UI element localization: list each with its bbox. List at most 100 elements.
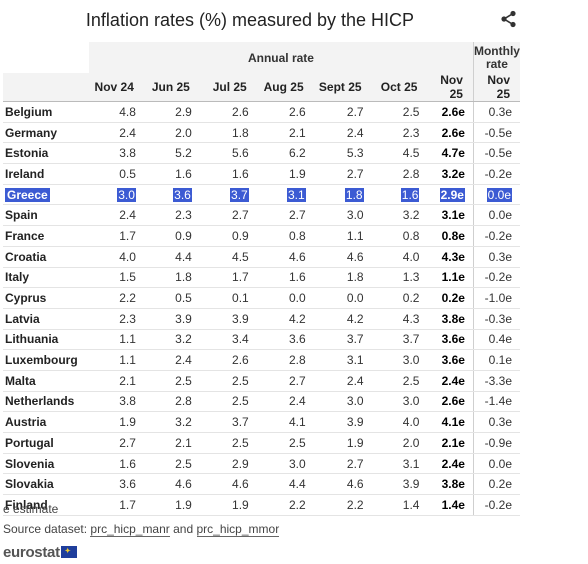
col-header-annual: Nov 24	[88, 73, 144, 102]
annual-rate-cell: 0.2e	[427, 287, 474, 309]
annual-rate-cell: 3.8	[88, 391, 144, 413]
country-name: Croatia	[5, 249, 47, 264]
country-cell: Malta	[3, 370, 89, 392]
cell-value: 2.4	[346, 125, 364, 140]
annual-rate-cell: 3.8e	[427, 308, 474, 330]
cell-value: 2.9	[175, 104, 192, 119]
source-link-mmor[interactable]: prc_hicp_mmor	[196, 522, 280, 537]
cell-value: 0.9	[175, 228, 192, 243]
annual-rate-cell: 2.2	[88, 287, 144, 309]
cell-value: 3.2	[175, 332, 192, 347]
eu-flag-icon	[60, 546, 77, 558]
annual-rate-cell: 3.0	[256, 453, 314, 475]
share-icon[interactable]	[500, 10, 518, 28]
country-cell: Austria	[3, 411, 89, 433]
corner-cell	[3, 42, 89, 73]
cell-value: 3.7	[402, 332, 420, 347]
cell-value: 1.7	[119, 497, 136, 512]
cell-value: 0.2	[402, 291, 420, 306]
annual-rate-cell: 3.1	[371, 453, 428, 475]
annual-rate-cell: 1.6	[143, 163, 200, 185]
cell-value: 2.9	[232, 456, 249, 471]
col-header-annual: Nov 25	[427, 73, 474, 102]
annual-rate-cell: 3.1	[313, 349, 372, 371]
cell-value: -0.2e	[484, 166, 512, 181]
annual-rate-cell: 2.6	[199, 349, 257, 371]
annual-rate-cell: 3.1e	[427, 204, 474, 227]
cell-value: 3.9	[402, 477, 420, 492]
country-cell: Belgium	[3, 101, 89, 123]
cell-value: 4.2	[346, 311, 364, 326]
monthly-rate-cell: -1.0e	[472, 287, 520, 309]
cell-value: 3.1	[402, 456, 420, 471]
country-name: Ireland	[5, 166, 45, 181]
cell-value: 2.4	[175, 353, 192, 368]
cell-value: 0.8	[288, 228, 306, 243]
cell-value: 3.9	[175, 311, 192, 326]
cell-value: 1.8	[344, 187, 364, 202]
cell-value: 2.1	[119, 373, 136, 388]
monthly-rate-cell: 0.0e	[472, 204, 520, 227]
monthly-rate-cell: -0.5e	[472, 142, 520, 165]
annual-rate-cell: 1.9	[199, 494, 257, 516]
annual-rate-cell: 1.1	[88, 329, 144, 351]
table-row: Spain 2.4 2.3 2.7 2.7 3.0 3.2 3.1e 0.0e	[3, 204, 520, 227]
cell-value: 5.6	[232, 146, 249, 161]
cell-value: 3.7	[346, 332, 364, 347]
annual-rate-cell: 4.5	[371, 142, 428, 165]
cell-value: 2.2	[119, 291, 136, 306]
cell-value: 1.1e	[441, 270, 465, 285]
annual-rate-cell: 2.5	[256, 432, 314, 454]
annual-rate-cell: 3.6	[88, 473, 144, 496]
annual-rate-cell: 3.7	[199, 411, 257, 433]
country-name: Slovakia	[5, 477, 54, 492]
annual-rate-cell: 4.6	[313, 246, 372, 268]
annual-rate-cell: 1.5	[88, 267, 144, 289]
cell-value: 4.8	[119, 104, 136, 119]
cell-value: 2.4	[288, 394, 306, 409]
cell-value: 1.6	[175, 166, 192, 181]
table-row: Slovakia 3.6 4.6 4.6 4.4 4.6 3.9 3.8e 0.2e	[3, 473, 520, 496]
cell-value: 1.9	[232, 497, 249, 512]
annual-rate-cell: 3.9	[371, 473, 428, 496]
cell-value: -3.3e	[484, 373, 512, 388]
monthly-rate-cell: 0.3e	[472, 411, 520, 433]
annual-rate-cell: 2.1	[88, 370, 144, 392]
annual-rate-cell: 2.6e	[427, 122, 474, 144]
cell-value: 1.7	[232, 270, 249, 285]
annual-rate-cell: 2.5	[199, 370, 257, 392]
country-col-header	[3, 73, 89, 102]
annual-rate-cell: 2.3	[143, 204, 200, 227]
annual-rate-cell: 2.8	[143, 391, 200, 413]
cell-value: 1.7	[119, 228, 136, 243]
cell-value: 3.0	[117, 187, 136, 202]
annual-rate-cell: 5.3	[313, 142, 372, 165]
monthly-rate-cell: 0.2e	[472, 473, 520, 496]
annual-rate-cell: 2.7	[313, 101, 372, 123]
cell-value: 1.4e	[441, 497, 465, 512]
col-header-annual: Sept 25	[313, 73, 372, 102]
cell-value: 0.8e	[441, 228, 465, 243]
cell-value: 3.0	[402, 353, 420, 368]
monthly-rate-cell: -3.3e	[472, 370, 520, 392]
cell-value: 2.4	[346, 373, 364, 388]
cell-value: 3.2	[402, 208, 420, 223]
cell-value: 1.9	[119, 415, 136, 430]
source-link-manr[interactable]: prc_hicp_manr	[90, 522, 170, 537]
page-title: Inflation rates (%) measured by the HICP	[85, 10, 415, 30]
country-name: Greece	[5, 187, 50, 202]
cell-value: 4.6	[288, 249, 306, 264]
cell-value: 2.5	[402, 104, 420, 119]
cell-value: 4.5	[232, 249, 249, 264]
cell-value: 3.2	[175, 415, 192, 430]
annual-rate-cell: 0.8	[256, 225, 314, 247]
cell-value: 2.7	[346, 456, 364, 471]
monthly-rate-cell: 0.0e	[472, 453, 520, 475]
monthly-rate-cell: 0.4e	[472, 329, 520, 351]
eurostat-logo[interactable]: eurostat	[3, 544, 77, 561]
monthly-rate-cell: -0.2e	[472, 225, 520, 247]
monthly-rate-cell: -1.4e	[472, 391, 520, 413]
cell-value: 4.5	[402, 146, 420, 161]
annual-rate-cell: 4.4	[143, 246, 200, 268]
annual-rate-cell: 2.7	[256, 370, 314, 392]
